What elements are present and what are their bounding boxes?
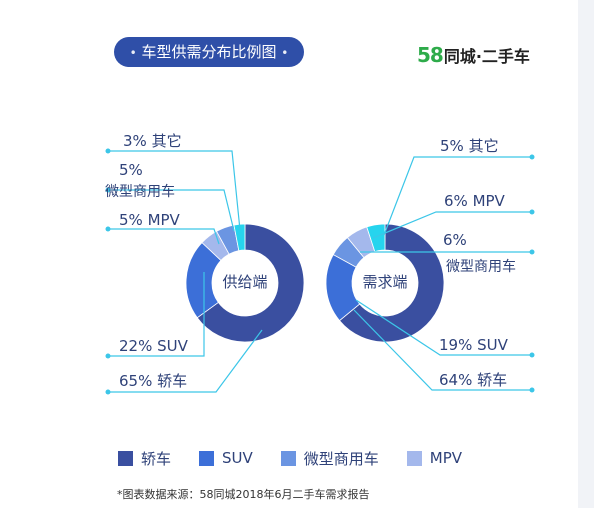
demand-dot-sedan [529,387,535,393]
demand-label-other: 5% 其它 [440,137,499,155]
legend-item-sedan: 轿车 [118,448,171,469]
supply-slice-sedan [196,223,305,343]
supply-center-label: 供给端 [222,273,267,291]
title-dot-left: • [129,46,137,60]
demand-slices [325,223,445,343]
brand-logo-number: 58 [417,43,444,67]
demand-label-mpv: 6% MPV [444,192,506,210]
chart-title: 车型供需分布比例图 [141,43,277,61]
legend-swatch-mpv [406,450,422,466]
supply-leader-mpv [108,228,220,245]
supply-leader-micro [108,189,235,232]
supply-label-micro-name: 微型商用车 [105,183,175,200]
legend-label-mpv: MPV [429,449,463,467]
supply-slice-other [233,223,246,252]
supply-leader-suv [108,272,205,357]
demand-label-micro-pct: 6% [443,231,467,249]
demand-dot-mpv [529,209,535,215]
legend-swatch-sedan [118,450,133,466]
supply-dot-suv [105,353,111,359]
supply-leader-sedan [108,329,263,393]
legend-item-mpv: MPV [406,449,463,467]
demand-leader-mpv [372,211,532,239]
demand-label-suv: 19% SUV [439,336,509,354]
legend-label-micro: 微型商用车 [303,449,379,468]
supply-dot-other [105,148,111,154]
demand-leader-sedan [353,309,532,391]
supply-label-sedan: 65% 轿车 [119,372,187,390]
supply-label-micro-pct: 5% [119,161,143,179]
demand-center-label: 需求端 [362,273,407,291]
demand-leader-suv [355,299,532,356]
demand-donut: 需求端 [325,223,445,343]
supply-dot-micro [105,187,111,193]
demand-leader-other [383,156,532,236]
brand-logo-text: 同城·二手车 [443,47,530,66]
supply-label-suv: 22% SUV [119,337,189,355]
legend-label-sedan: 轿车 [141,449,172,468]
legend-swatch-micro [280,450,296,466]
chart-legend: 轿车 SUV 微型商用车 MPV [118,448,490,468]
chart-title-pill: • 车型供需分布比例图 • [114,37,304,67]
demand-label-sedan: 64% 轿车 [439,371,507,389]
demand-slice-sedan [338,223,445,343]
supply-label-other: 3% 其它 [123,132,182,150]
right-edge-strip [578,0,594,508]
demand-leader-dots [529,154,535,393]
supply-leader-other [108,150,241,231]
legend-item-suv: SUV [199,449,253,467]
demand-label-micro-name: 微型商用车 [446,258,516,275]
demand-leader-lines [353,156,532,391]
supply-leader-dots [105,148,111,395]
supply-dot-sedan [105,389,111,395]
supply-dot-mpv [105,226,111,232]
title-dot-right: • [281,46,289,60]
brand-logo: 58 同城·二手车 [417,43,530,67]
supply-label-mpv: 5% MPV [119,211,181,229]
data-source-note: *图表数据来源：58同城2018年6月二手车需求报告 [117,488,370,501]
demand-slice-other [366,223,386,253]
demand-dot-other [529,154,535,160]
demand-dot-micro [529,249,535,255]
legend-label-suv: SUV [222,449,253,467]
demand-dot-suv [529,352,535,358]
legend-swatch-suv [199,450,215,466]
supply-leader-lines [108,150,263,393]
legend-item-micro: 微型商用车 [280,448,379,469]
